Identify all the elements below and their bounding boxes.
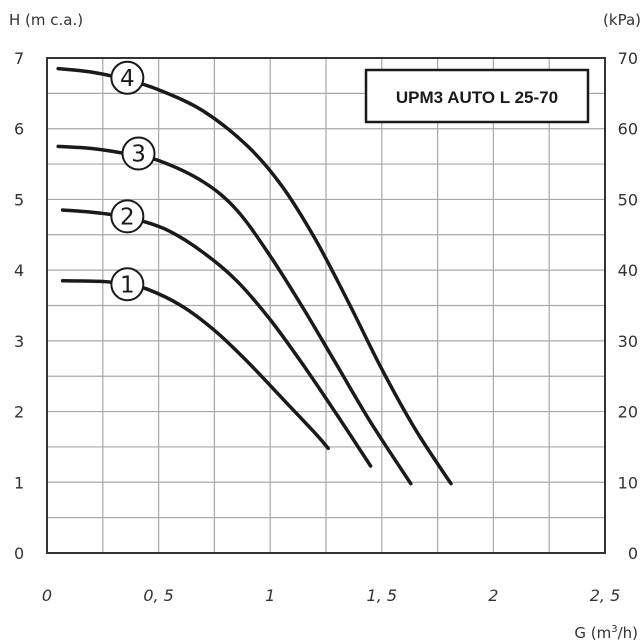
y-tick-label-left: 3 [14,332,24,351]
y-tick-label-left: 1 [14,473,24,492]
curve-marker-label: 1 [120,272,135,298]
y-tick-label-right: 60 [618,120,638,139]
model-title: UPM3 AUTO L 25-70 [396,88,558,107]
y-tick-label-left: 6 [14,120,24,139]
y-tick-label-left: 2 [14,403,24,422]
curve-speed-2 [60,208,373,468]
model-title-box [364,68,590,124]
x-tick-label: 1 [265,586,275,605]
curve-markers: 1 2 3 4 [110,60,156,302]
curve-marker-label: 4 [120,66,135,92]
y-axis-label-right: (kPa) [603,11,641,29]
x-axis-label-prefix: G (m [574,624,611,642]
x-axis-label-sup: 3 [611,624,617,635]
curve-marker-label: 2 [120,204,135,230]
curve-marker-1 [110,267,145,302]
y-tick-label-right: 50 [618,190,638,209]
x-axis-label-suffix: /h) [618,624,638,642]
y-tick-label-left: 7 [14,49,24,68]
curve-marker-label: 3 [131,141,146,167]
curve-marker-4 [110,60,145,95]
x-tick-label: 1, 5 [367,586,398,605]
y-tick-label-right: 40 [618,261,638,280]
y-tick-label-right: 20 [618,403,638,422]
x-tick-label: 0, 5 [143,586,174,605]
plot-frame [46,57,606,554]
y-tick-label-right: 30 [618,332,638,351]
y-tick-label-right: 10 [618,473,638,492]
x-tick-label: 0 [42,586,52,605]
x-tick-label: 2, 5 [590,586,621,605]
y-tick-label-left: 5 [14,190,24,209]
grid [47,58,605,553]
y-tick-label-left: 0 [14,544,24,563]
x-tick-label: 2 [488,586,498,605]
curve-marker-3 [121,136,156,171]
y-tick-label-right: 70 [618,49,638,68]
y-tick-label-left: 4 [14,261,24,280]
curve-speed-3 [56,144,413,486]
curve-marker-2 [110,199,145,234]
x-axis-label: G (m3/h) [574,624,638,642]
y-axis-label-left: H (m c.a.) [9,11,83,29]
y-tick-label-right: 0 [628,544,638,563]
